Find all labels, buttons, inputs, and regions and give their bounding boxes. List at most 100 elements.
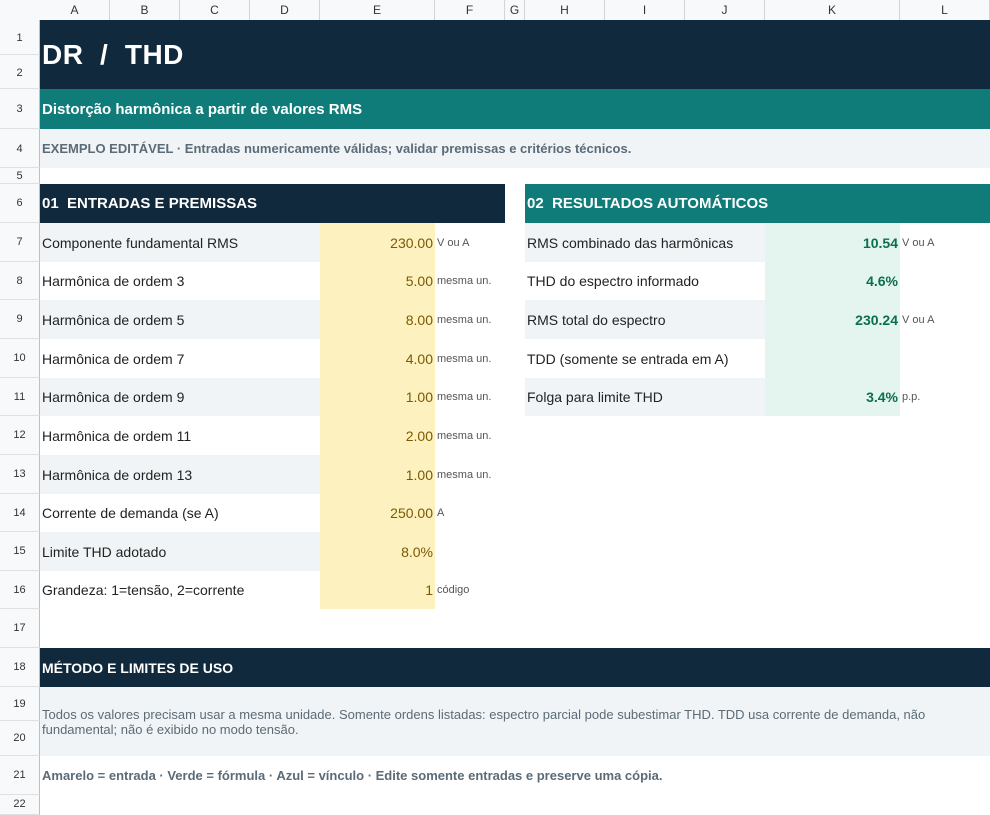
- input-label-demand-current: Corrente de demanda (se A): [42, 505, 219, 521]
- input-label-quantity-type: Grandeza: 1=tensão, 2=corrente: [42, 582, 245, 598]
- input-unit-demand-current: A: [437, 507, 445, 519]
- row-header-14[interactable]: 14: [0, 494, 40, 532]
- input-label-h9: Harmônica de ordem 9: [42, 389, 185, 405]
- input-unit-fundamental: V ou A: [437, 236, 470, 249]
- result-cell-total-rms[interactable]: 230.24: [765, 300, 900, 339]
- input-cell-h7[interactable]: 4.00: [320, 339, 435, 378]
- row-header-3[interactable]: 3: [0, 89, 40, 129]
- row-header-22[interactable]: 22: [0, 795, 40, 815]
- method-note: Todos os valores precisam usar a mesma u…: [40, 687, 990, 756]
- input-cell-demand-current[interactable]: 250.00: [320, 494, 435, 532]
- column-header-f[interactable]: F: [435, 0, 505, 20]
- input-unit-h11: mesma un.: [437, 429, 492, 442]
- row-header-5[interactable]: 5: [0, 168, 40, 184]
- method-section-header: MÉTODO E LIMITES DE USO: [40, 648, 990, 687]
- subtitle-banner: Distorção harmônica a partir de valores …: [40, 89, 990, 129]
- color-legend: Amarelo = entrada · Verde = fórmula · Az…: [40, 756, 990, 795]
- result-label-thd: THD do espectro informado: [527, 273, 699, 289]
- row-header-11[interactable]: 11: [0, 378, 40, 416]
- row-header-8[interactable]: 8: [0, 262, 40, 300]
- input-cell-h3[interactable]: 5.00: [320, 262, 435, 300]
- input-cell-h9[interactable]: 1.00: [320, 378, 435, 416]
- result-label-tdd: TDD (somente se entrada em A): [527, 350, 729, 367]
- title-banner: DR / THD: [40, 20, 990, 89]
- row-header-10[interactable]: 10: [0, 339, 40, 378]
- example-note-text: EXEMPLO EDITÁVEL · Entradas numericament…: [42, 141, 632, 156]
- input-row-bg: [40, 223, 320, 262]
- result-cell-tdd[interactable]: [765, 339, 900, 378]
- input-label-h7: Harmônica de ordem 7: [42, 350, 185, 367]
- column-header-k[interactable]: K: [765, 0, 900, 20]
- input-unit-thd-limit: [435, 532, 505, 571]
- input-cell-h5[interactable]: 8.00: [320, 300, 435, 339]
- column-header-c[interactable]: C: [180, 0, 250, 20]
- results-section-header: 02 RESULTADOS AUTOMÁTICOS: [525, 184, 990, 223]
- row-header-12[interactable]: 12: [0, 416, 40, 455]
- row-header-4[interactable]: 4: [0, 129, 40, 168]
- subtitle: Distorção harmônica a partir de valores …: [42, 100, 363, 118]
- input-label-h3: Harmônica de ordem 3: [42, 273, 185, 289]
- result-unit-thd: [900, 262, 990, 300]
- input-label-h11: Harmônica de ordem 11: [42, 427, 192, 444]
- input-row-bg: [40, 532, 320, 571]
- input-unit-h9: mesma un.: [437, 391, 492, 403]
- column-header-g[interactable]: G: [505, 0, 525, 20]
- example-note: EXEMPLO EDITÁVEL · Entradas numericament…: [40, 129, 990, 168]
- input-unit-h13: mesma un.: [437, 468, 492, 481]
- color-legend-text: Amarelo = entrada · Verde = fórmula · Az…: [42, 768, 663, 783]
- row-header-18[interactable]: 18: [0, 648, 40, 687]
- result-row-bg: [525, 223, 765, 262]
- column-header-bar: A B C D E F G H I J K L: [0, 0, 990, 21]
- column-header-a[interactable]: A: [40, 0, 110, 20]
- row-header-21[interactable]: 21: [0, 756, 40, 795]
- row-header-20[interactable]: 20: [0, 721, 40, 756]
- input-cell-thd-limit[interactable]: 8.0%: [320, 532, 435, 571]
- row-header-19[interactable]: 19: [0, 687, 40, 721]
- inputs-section-header: 01 ENTRADAS E PREMISSAS: [40, 184, 505, 223]
- input-row-bg: [40, 378, 320, 416]
- result-label-harmonic-rms: RMS combinado das harmônicas: [527, 234, 734, 251]
- column-header-b[interactable]: B: [110, 0, 180, 20]
- inputs-header-text: 01 ENTRADAS E PREMISSAS: [42, 195, 258, 212]
- column-header-l[interactable]: L: [900, 0, 990, 20]
- result-cell-thd-margin[interactable]: 3.4%: [765, 378, 900, 416]
- row-header-17[interactable]: 17: [0, 609, 40, 648]
- input-unit-h7: mesma un.: [437, 352, 492, 365]
- input-unit-h5: mesma un.: [437, 313, 492, 326]
- row-header-16[interactable]: 16: [0, 571, 40, 609]
- row-header-9[interactable]: 9: [0, 300, 40, 339]
- input-label-h5: Harmônica de ordem 5: [42, 311, 185, 328]
- result-cell-thd[interactable]: 4.6%: [765, 262, 900, 300]
- column-header-d[interactable]: D: [250, 0, 320, 20]
- column-header-e[interactable]: E: [320, 0, 435, 20]
- method-header-text: MÉTODO E LIMITES DE USO: [42, 659, 234, 676]
- column-header-j[interactable]: J: [685, 0, 765, 20]
- result-label-total-rms: RMS total do espectro: [527, 311, 666, 328]
- result-unit-harmonic-rms: V ou A: [902, 236, 935, 249]
- input-unit-quantity-type: código: [437, 584, 470, 596]
- input-label-fundamental: Componente fundamental RMS: [42, 234, 239, 251]
- input-label-h13: Harmônica de ordem 13: [42, 466, 193, 483]
- input-row-bg: [40, 455, 320, 494]
- result-unit-tdd: [900, 339, 990, 378]
- result-row-bg: [525, 378, 765, 416]
- result-cell-harmonic-rms[interactable]: 10.54: [765, 223, 900, 262]
- method-note-text: Todos os valores precisam usar a mesma u…: [42, 706, 926, 737]
- row-header-6[interactable]: 6: [0, 184, 40, 223]
- row-header-7[interactable]: 7: [0, 223, 40, 262]
- row-header-1[interactable]: 1: [0, 20, 40, 55]
- input-cell-fundamental[interactable]: 230.00: [320, 223, 435, 262]
- input-cell-quantity-type[interactable]: 1: [320, 571, 435, 609]
- column-header-h[interactable]: H: [525, 0, 605, 20]
- result-row-bg: [525, 300, 765, 339]
- input-unit-h3: mesma un.: [437, 275, 492, 287]
- row-header-2[interactable]: 2: [0, 55, 40, 89]
- input-cell-h13[interactable]: 1.00: [320, 455, 435, 494]
- page-title: DR / THD: [42, 38, 184, 70]
- input-cell-h11[interactable]: 2.00: [320, 416, 435, 455]
- results-header-text: 02 RESULTADOS AUTOMÁTICOS: [527, 195, 769, 212]
- result-unit-thd-margin: p.p.: [902, 391, 921, 403]
- row-header-15[interactable]: 15: [0, 532, 40, 571]
- column-header-i[interactable]: I: [605, 0, 685, 20]
- row-header-13[interactable]: 13: [0, 455, 40, 494]
